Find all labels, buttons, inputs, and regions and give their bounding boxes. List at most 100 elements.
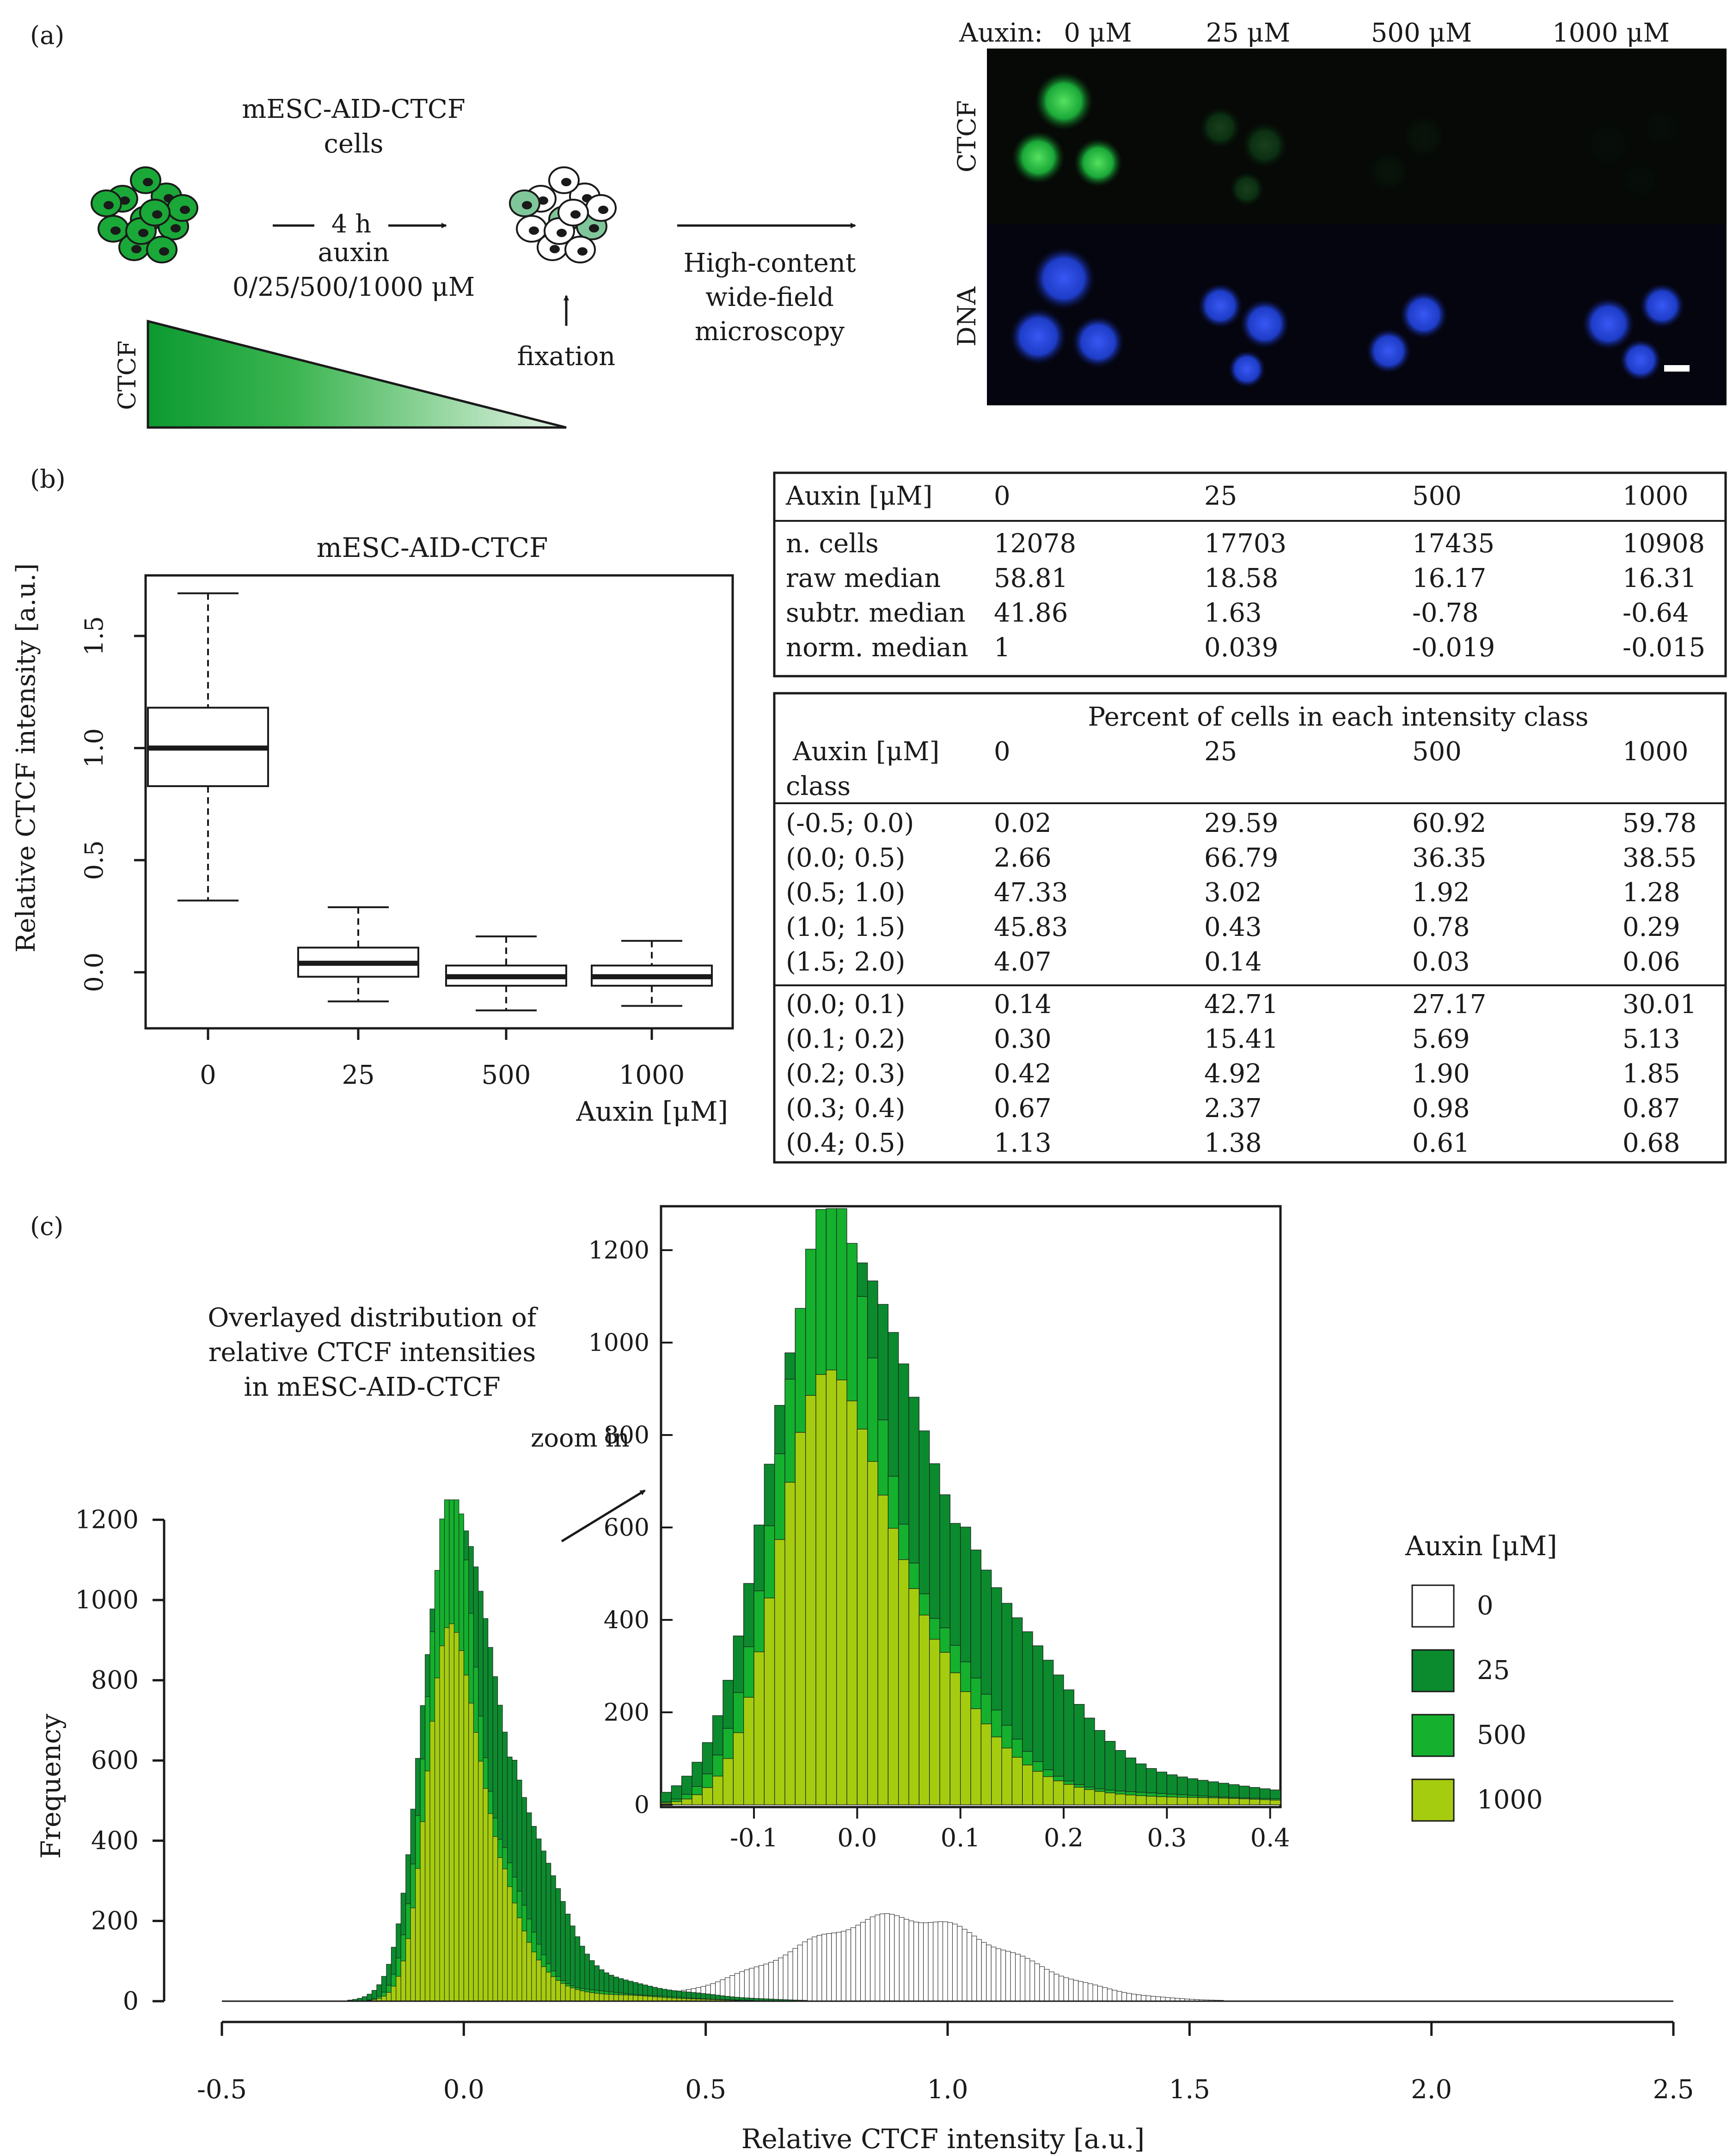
histogram-bar-1000 [712,1776,723,1805]
cell-nucleus-shape [550,245,560,253]
dna-signal-blob [1400,291,1448,339]
class-table-header: 0 [994,737,1010,767]
histogram-bar-0 [996,1948,1001,2002]
histogram-bar-0 [870,1917,876,2002]
histogram-bar-0 [894,1915,900,2002]
cell-nucleus-shape [570,210,581,219]
class-table: Auxin [μM] 0 25 500 1000 (-0.5; 0.0) 0.02 29.59… [786,737,1696,1158]
image-header-auxin: Auxin: [959,18,1043,48]
median-table-cell: 17703 [1204,529,1286,559]
histogram-bar-1000 [970,1708,981,1805]
histogram-bar-1000 [429,1721,435,2002]
histogram-bar-1000 [551,1976,556,2002]
histogram-bar-0 [976,1939,982,2002]
ctcf-signal-blob [1012,131,1065,184]
histogram-bar-1000 [425,1771,430,2002]
histogram-bar-1000 [1208,1797,1219,1805]
class-table-cell: 27.17 [1412,989,1486,1020]
ctcf-signal-blob [1621,161,1660,200]
dna-signal-blob [1072,316,1124,368]
histogram-bar-0 [1024,1958,1030,2002]
histogram-bar-1000 [949,1672,961,1805]
histogram-bar-0 [1131,1994,1137,2002]
legend-label-1000: 1000 [1477,1785,1543,1815]
ctcf-signal-blob [1641,107,1683,148]
ctcf-signal-blob [1368,151,1409,192]
class-table-cell: 59.78 [1623,808,1696,838]
histogram-bar-1000 [555,1980,561,2002]
histogram-bar-1000 [702,1787,713,1805]
histogram-bar-0 [759,1965,764,2002]
histogram-bar-1000 [541,1966,546,2002]
histogram-bar-1000 [805,1395,816,1805]
ctcf-signal-blob [1242,122,1288,168]
histogram-bar-1000 [575,1989,581,2002]
histogram-bar-1000 [919,1615,930,1805]
histogram-bar-0 [1121,1992,1127,2002]
class-table-subheader: class [786,771,851,801]
histogram-bar-0 [821,1934,827,2002]
panel-c: (c) Overlayed distribution of relative C… [30,1205,1694,2155]
class-table-header: 500 [1412,737,1462,767]
histogram-bar-0 [831,1932,837,2002]
histogram-bar-1000 [507,1886,513,2002]
class-table-cell: 15.41 [1204,1024,1278,1054]
histogram-bar-1000 [459,1650,464,2002]
histogram-ytick-label: 600 [91,1746,139,1775]
histogram-bar-0 [1015,1954,1021,2002]
dna-signal-blob [1240,299,1289,348]
class-table-cell: 0.78 [1412,912,1470,942]
median-table-header: 500 [1412,481,1462,511]
histogram-bar-1000 [1084,1789,1095,1805]
histogram-bar-0 [1112,1990,1117,2002]
histogram-bar-0 [1029,1961,1035,2002]
median-table-cell: 18.58 [1204,563,1278,593]
median-table-cell: -0.019 [1412,633,1495,663]
legend-swatch-1000 [1411,1778,1455,1822]
boxplot-marks: 0.0 0.5 1.0 1.5 0 25 500 1000 [80,592,713,1090]
class-table-cell: (0.1; 0.2) [786,1024,905,1054]
histogram-bar-1000 [1156,1796,1167,1805]
histogram-bar-0 [961,1929,968,2002]
histogram-bar-1000 [1270,1800,1281,1805]
histogram-bar-0 [937,1921,943,2002]
median-table-cell: -0.64 [1623,598,1689,628]
histogram-bar-0 [1145,1995,1151,2002]
histogram-bar-1000 [633,1995,638,2002]
ctcf-signal-blob [1584,121,1633,170]
histogram-ytick-label: 1200 [75,1505,139,1534]
histogram-bar-0 [1126,1993,1132,2002]
histogram-bar-1000 [623,1995,629,2002]
fixation-label: fixation [517,342,616,372]
inset-xtick-label: 0.4 [1250,1823,1290,1852]
legend-title: Auxin [μM] [1405,1530,1557,1562]
class-table-cell: 0.29 [1623,912,1680,942]
median-table-cell: 0.039 [1204,633,1278,663]
histogram-bar-1000 [531,1952,537,2002]
boxplot-xtick-label: 25 [342,1060,374,1090]
histogram-bar-0 [981,1942,987,2002]
histogram-bar-0 [753,1967,759,2002]
histogram-bar-1000 [867,1461,878,1805]
class-table-cell: 5.13 [1623,1024,1680,1054]
histogram-bar-1000 [723,1758,734,1805]
histogram-bar-1000 [628,1995,634,2002]
median-table-header: 0 [994,481,1010,511]
image-header-25: 25 μM [1206,18,1291,48]
histogram-bar-1000 [608,1994,614,2002]
class-table-cell: 0.14 [1204,947,1262,977]
microscopy-label-1: High-content [684,248,856,278]
histogram-bar-0 [928,1922,934,2002]
histogram-bar-1000 [512,1903,517,2002]
class-table-cell: 0.87 [1623,1093,1680,1124]
histogram-bar-0 [865,1919,871,2002]
histogram-bar-1000 [381,1996,387,2002]
scale-bar [1664,365,1690,372]
class-table-cell: (1.5; 2.0) [786,947,905,977]
histogram-xtick-label: 0.5 [685,2075,726,2105]
histogram-bar-0 [841,1931,846,2002]
histogram-bar-1000 [1218,1798,1229,1805]
histogram-marks: 0 200 400 600 800 1000 1200 -0.5 0.0 0.5 1.0 1.5 2.0… [75,1499,1694,2105]
histogram-bar-0 [739,1971,745,2002]
histogram-bar-1000 [1094,1791,1105,1805]
